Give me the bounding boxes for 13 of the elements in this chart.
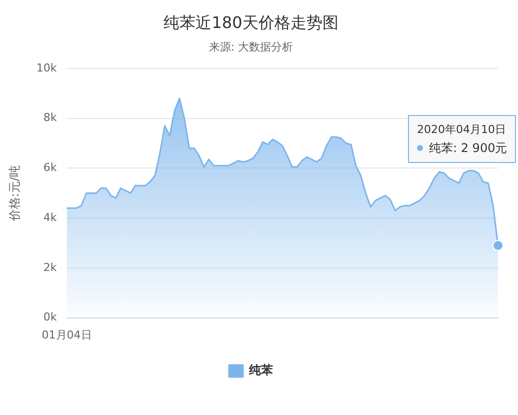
y-axis-title: 价格:元/吨 [7,165,22,222]
legend-label: 纯苯 [248,363,274,378]
y-tick-label: 8k [43,111,58,124]
chart-title: 纯苯近180天价格走势图 [164,12,338,32]
y-tick-label: 0k [43,310,58,324]
y-tick-label: 2k [43,260,58,274]
chart-subtitle: 来源: 大数据分析 [208,40,294,54]
x-tick-label: 01月04日 [42,328,92,342]
y-tick-label: 6k [43,161,58,174]
annotation: 纯苯: 2 900元 [428,140,508,157]
annotation: 2020年04月10日 [417,122,507,138]
y-tick-label: 10k [36,61,58,74]
y-tick-label: 4k [43,210,58,224]
